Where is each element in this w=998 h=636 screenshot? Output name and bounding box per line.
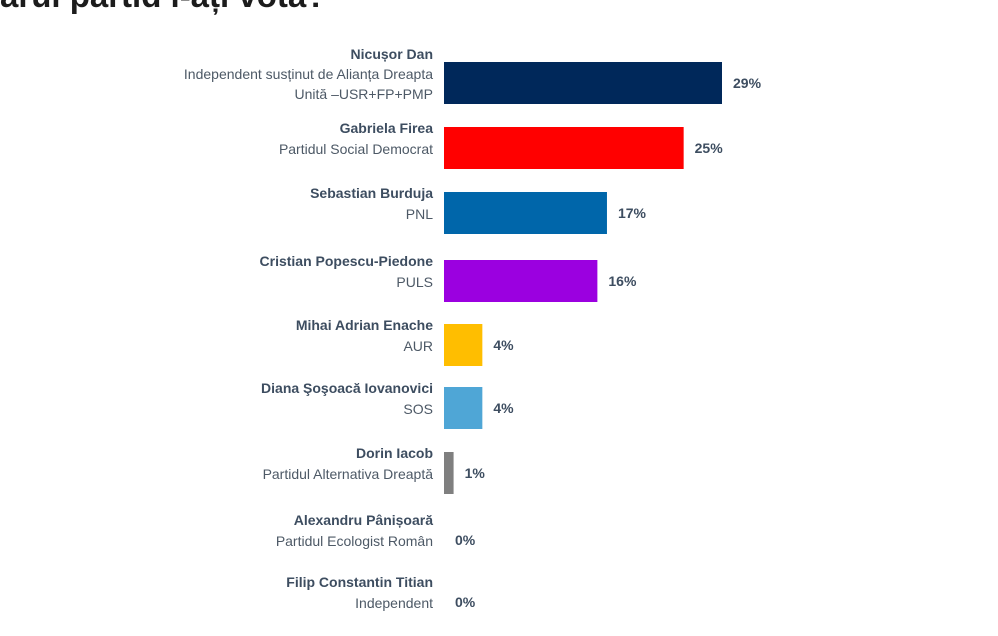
bar — [444, 192, 607, 234]
candidate-name-label: Alexandru Pânișoară — [294, 512, 433, 528]
value-label: 4% — [493, 337, 514, 353]
candidate-name-label: Sebastian Burduja — [310, 185, 433, 201]
bar — [444, 127, 684, 169]
party-label: Independent susținut de Alianța Dreapta — [184, 66, 433, 82]
party-label: Partidul Ecologist Român — [276, 533, 433, 549]
value-label: 0% — [455, 532, 476, 548]
party-label: SOS — [403, 401, 433, 417]
party-label: Independent — [355, 595, 433, 611]
bar — [444, 452, 454, 494]
candidate-name-label: Mihai Adrian Enache — [296, 317, 433, 333]
candidate-name-label: Filip Constantin Titian — [286, 574, 433, 590]
bar — [444, 260, 598, 302]
candidate-name-label: Gabriela Firea — [340, 120, 434, 136]
candidate-name-label: Dorin Iacob — [356, 445, 433, 461]
chart-title: ărui partid î-ați vota? — [0, 0, 998, 16]
bar — [444, 387, 483, 429]
value-label: 0% — [455, 594, 476, 610]
party-label: PULS — [396, 274, 433, 290]
candidate-name-label: Cristian Popescu-Piedone — [260, 253, 434, 269]
value-label: 29% — [733, 75, 762, 91]
party-label: Partidul Social Democrat — [279, 141, 433, 157]
value-label: 1% — [465, 465, 486, 481]
value-label: 25% — [695, 140, 724, 156]
candidate-name-label: Nicușor Dan — [351, 46, 433, 62]
party-label: Unită –USR+FP+PMP — [295, 86, 434, 102]
party-label: AUR — [403, 338, 433, 354]
value-label: 16% — [608, 273, 637, 289]
candidate-name-label: Diana Şoşoacă Iovanovici — [261, 380, 433, 396]
value-label: 4% — [493, 400, 514, 416]
party-label: Partidul Alternativa Dreaptă — [263, 466, 434, 482]
bar — [444, 324, 483, 366]
bar — [444, 62, 722, 104]
party-label: PNL — [406, 206, 433, 222]
value-label: 17% — [618, 205, 647, 221]
